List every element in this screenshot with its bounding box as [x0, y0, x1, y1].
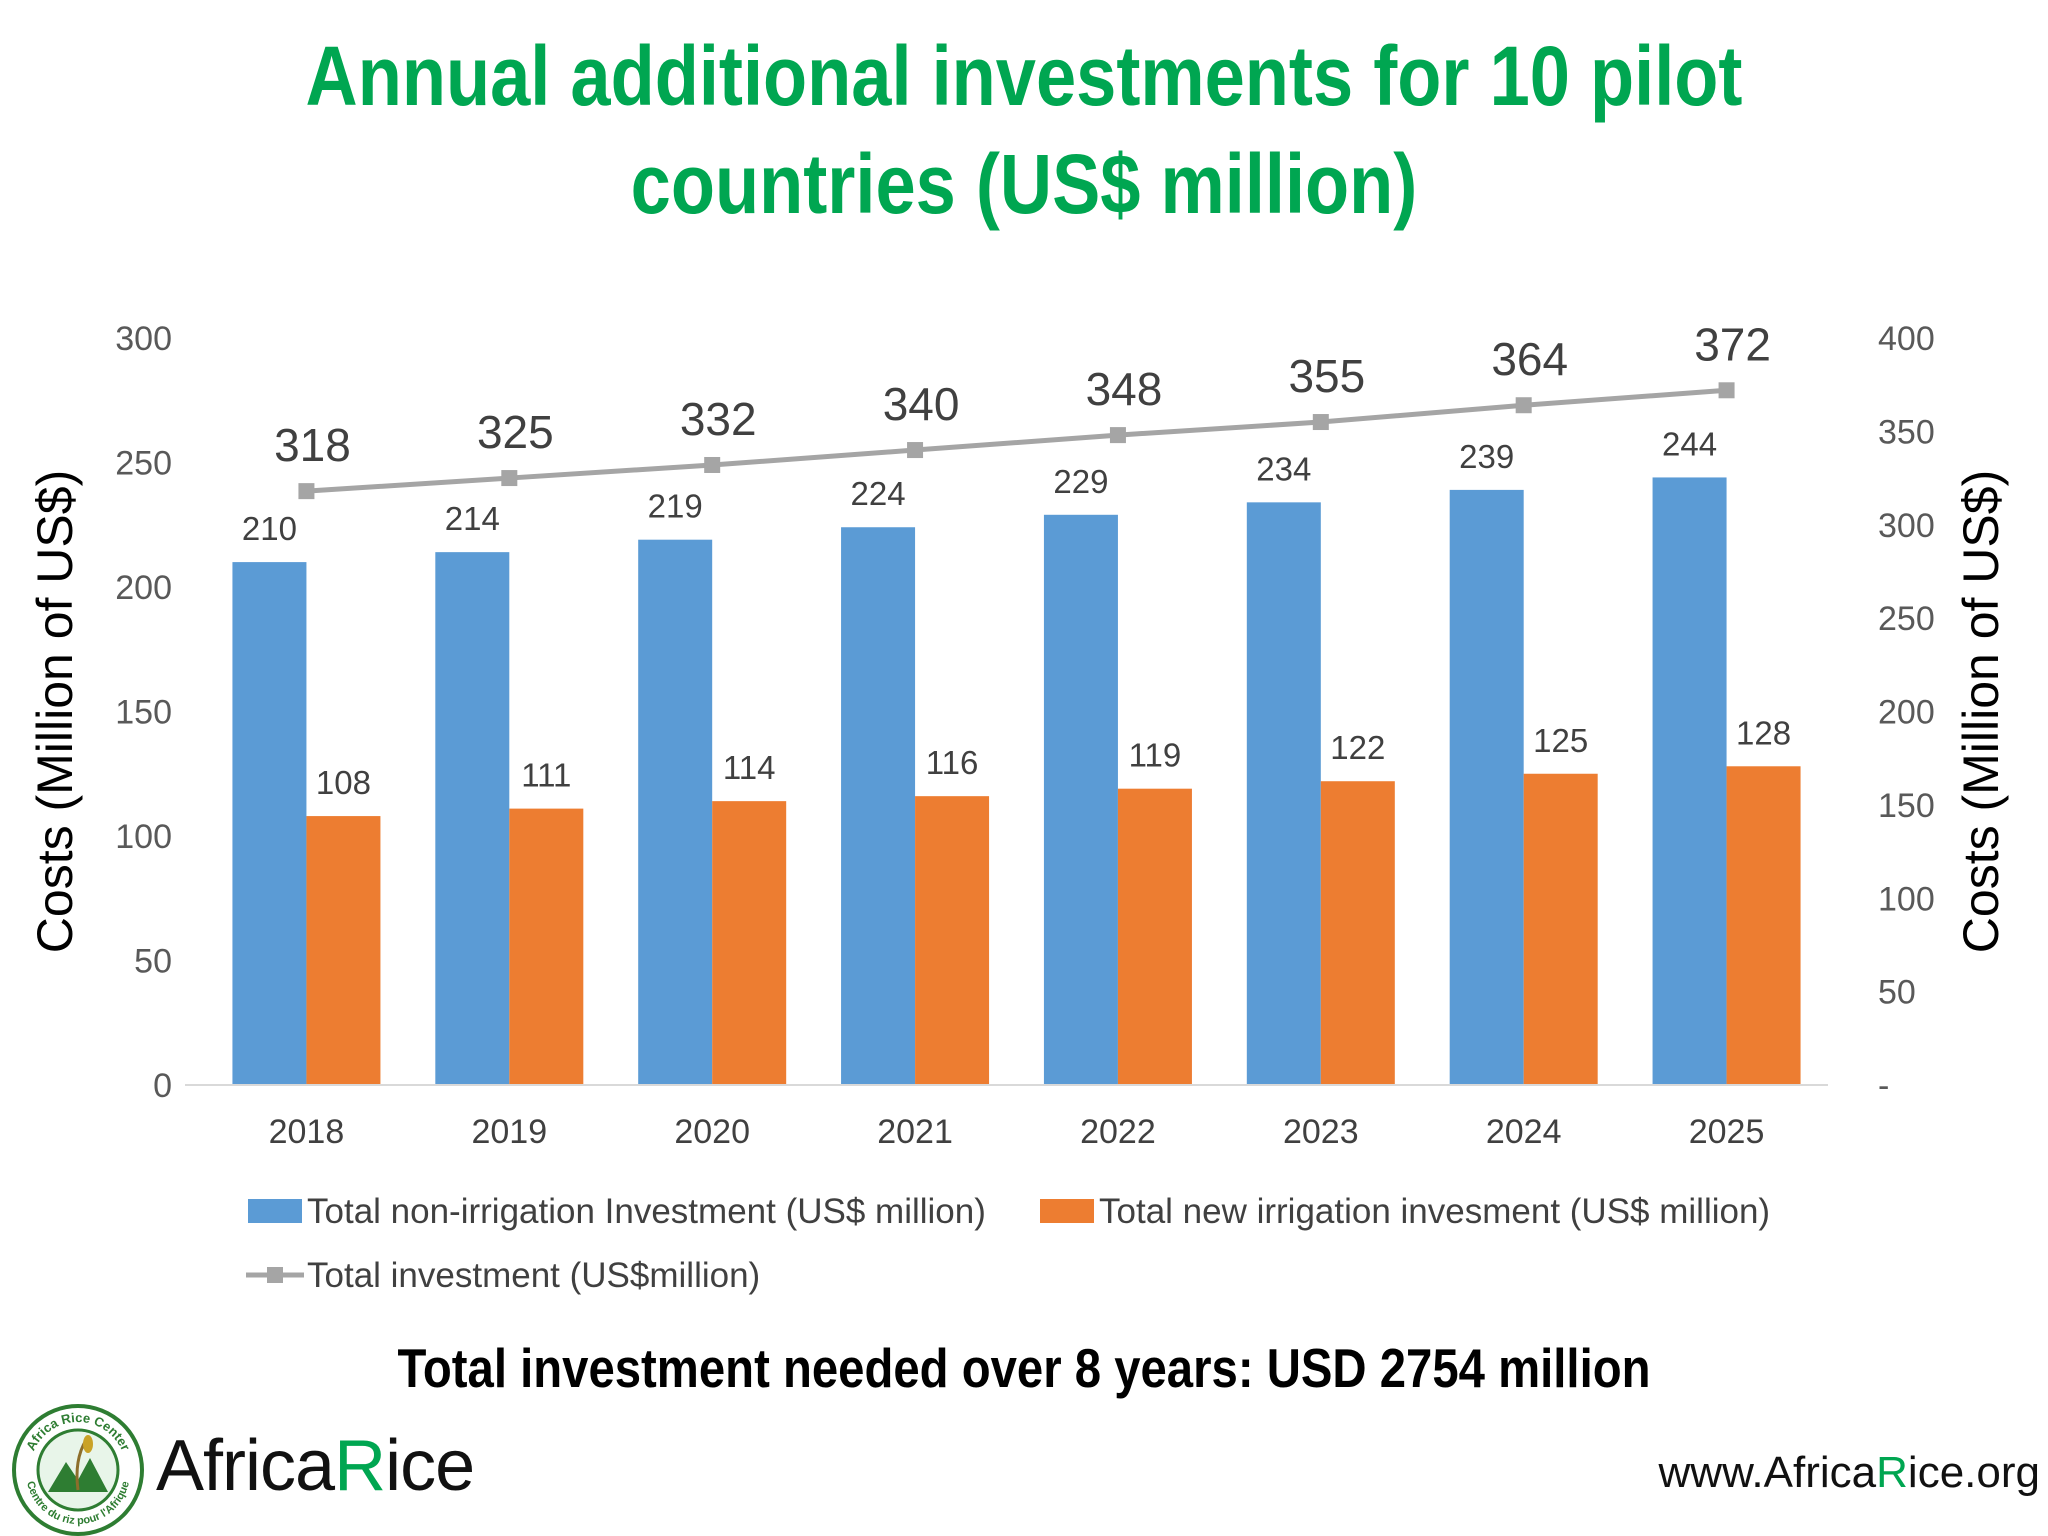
data-label-total: 372 [1694, 318, 1771, 370]
legend-swatch-non-irrigation [248, 1199, 302, 1223]
data-label-non-irrigation: 214 [445, 500, 500, 537]
legend-marker-total [267, 1267, 283, 1283]
x-tick-label: 2023 [1283, 1113, 1359, 1151]
data-label-non-irrigation: 229 [1053, 463, 1108, 500]
data-label-irrigation: 116 [926, 744, 979, 781]
y-right-tick-label: 150 [1878, 787, 1935, 825]
bar-irrigation [915, 796, 990, 1085]
y-right-tick-label: 50 [1878, 974, 1916, 1012]
legend-swatch-irrigation [1040, 1199, 1094, 1223]
bar-non-irrigation [232, 562, 307, 1085]
data-label-non-irrigation: 219 [648, 488, 703, 525]
y-right-tick-label: 200 [1878, 694, 1935, 732]
bar-irrigation [1726, 766, 1801, 1085]
data-label-total: 355 [1288, 350, 1365, 402]
y-right-axis-title: Costs (Million of US$) [1953, 470, 2009, 953]
line-marker-total [704, 456, 721, 473]
bar-non-irrigation [435, 552, 510, 1085]
line-marker-total [298, 483, 315, 500]
bar-non-irrigation [841, 527, 916, 1085]
website-url[interactable]: www.AfricaRice.org [1658, 1448, 2040, 1497]
legend-label-irrigation: Total new irrigation invesment (US$ mill… [1099, 1192, 1770, 1231]
legend-label-total: Total investment (US$million) [307, 1256, 760, 1295]
bar-irrigation [1117, 788, 1192, 1085]
y-left-tick-label: 0 [153, 1067, 172, 1105]
data-label-total: 340 [883, 378, 960, 430]
chart-title-line-2: countries (US$ million) [630, 137, 1418, 231]
bar-non-irrigation [1449, 489, 1524, 1085]
data-label-total: 364 [1491, 333, 1568, 385]
line-marker-total [1515, 397, 1532, 414]
y-right-tick-label: 250 [1878, 600, 1935, 638]
africarice-seal-logo: Africa Rice Center Centre du riz pour l'… [12, 1404, 144, 1536]
y-right-tick-label: 350 [1878, 413, 1935, 451]
bar-irrigation [1523, 773, 1598, 1085]
y-right-tick-label: - [1878, 1067, 1889, 1105]
y-left-tick-label: 250 [115, 445, 172, 483]
x-tick-label: 2020 [674, 1113, 750, 1151]
bar-non-irrigation [1652, 477, 1727, 1085]
data-label-irrigation: 114 [723, 749, 776, 786]
x-tick-label: 2024 [1486, 1113, 1562, 1151]
data-label-irrigation: 111 [521, 757, 571, 794]
x-tick-label: 2019 [471, 1113, 547, 1151]
bar-irrigation [712, 801, 787, 1085]
data-label-non-irrigation: 239 [1459, 438, 1514, 475]
y-left-tick-label: 200 [115, 569, 172, 607]
y-left-tick-label: 100 [115, 818, 172, 856]
africarice-wordmark: AfricaRice [156, 1426, 475, 1506]
x-tick-label: 2025 [1689, 1113, 1765, 1151]
data-label-irrigation: 108 [316, 764, 371, 801]
y-right-tick-label: 400 [1878, 320, 1935, 358]
chart-title: Annual additional investments for 10 pil… [143, 22, 1904, 238]
y-left-tick-label: 50 [134, 943, 172, 981]
bar-non-irrigation [638, 539, 713, 1085]
data-label-non-irrigation: 234 [1256, 450, 1311, 487]
y-left-axis-title: Costs (Million of US$) [27, 470, 83, 953]
data-label-irrigation: 122 [1330, 729, 1385, 766]
data-label-irrigation: 125 [1533, 722, 1588, 759]
y-left-tick-label: 300 [115, 320, 172, 358]
y-right-tick-label: 100 [1878, 880, 1935, 918]
line-marker-total [501, 470, 518, 487]
x-tick-label: 2018 [269, 1113, 345, 1151]
data-label-total: 348 [1086, 363, 1163, 415]
line-marker-total [1109, 427, 1126, 444]
bar-non-irrigation [1246, 502, 1321, 1086]
bar-irrigation [1320, 781, 1395, 1085]
bar-irrigation [306, 816, 381, 1085]
chart-title-line-1: Annual additional investments for 10 pil… [305, 29, 1743, 123]
x-tick-label: 2022 [1080, 1113, 1156, 1151]
line-marker-total [1312, 414, 1329, 431]
bar-non-irrigation [1043, 514, 1118, 1085]
y-left-tick-label: 150 [115, 694, 172, 732]
x-tick-label: 2021 [877, 1113, 953, 1151]
data-label-non-irrigation: 244 [1662, 425, 1717, 462]
line-marker-total [907, 442, 924, 459]
data-label-irrigation: 119 [1129, 737, 1182, 774]
data-label-total: 332 [680, 393, 757, 445]
data-label-total: 325 [477, 406, 554, 458]
data-label-irrigation: 128 [1736, 714, 1791, 751]
total-investment-summary: Total investment needed over 8 years: US… [397, 1337, 1651, 1399]
y-right-tick-label: 300 [1878, 507, 1935, 545]
data-label-non-irrigation: 224 [851, 475, 906, 512]
data-label-total: 318 [274, 419, 351, 471]
bar-irrigation [509, 808, 584, 1085]
line-marker-total [1718, 382, 1735, 399]
series-line-total-investment [306, 387, 1727, 494]
legend-label-non-irrigation: Total non-irrigation Investment (US$ mil… [307, 1192, 986, 1231]
data-label-non-irrigation: 210 [242, 510, 297, 547]
